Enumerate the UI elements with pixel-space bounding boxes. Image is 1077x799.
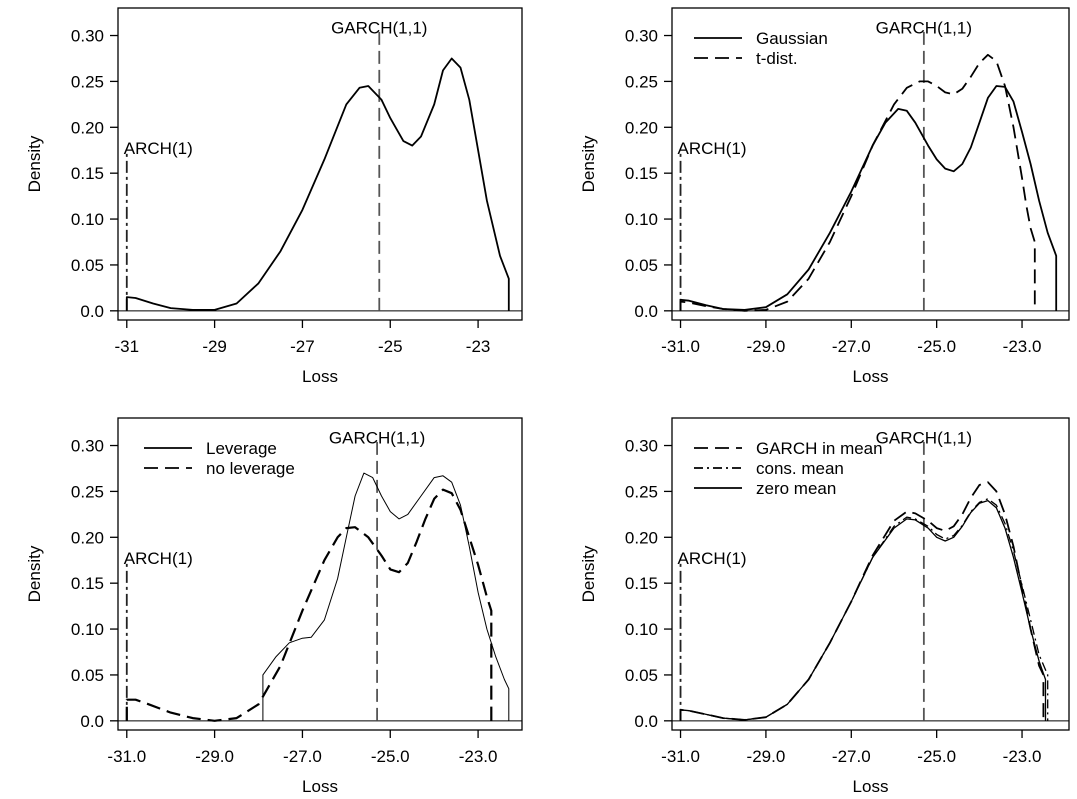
x-tick-label: -25.0 (917, 337, 956, 356)
plot-frame (117, 417, 523, 731)
y-tick-label: 0.25 (625, 72, 658, 91)
legend-label: Leverage (206, 439, 277, 458)
x-tick-label: -27.0 (832, 747, 871, 766)
y-tick-label: 0.0 (80, 302, 104, 321)
y-tick-label: 0.05 (625, 256, 658, 275)
arch-label: ARCH(1) (678, 549, 747, 568)
legend-label: GARCH in mean (756, 439, 883, 458)
x-tick-label: -29 (202, 337, 227, 356)
x-tick-label: -29.0 (747, 747, 786, 766)
garch-label: GARCH(1,1) (331, 18, 427, 37)
x-tick-label: -31.0 (107, 747, 146, 766)
chart-panel-4: 0.0 0.05 0.10 0.15 0.20 0.25 0.30 -31.0 -29.0 -27… (579, 417, 1070, 796)
series-line-cons-mean (679, 498, 1049, 721)
series-line-garch-in-mean (679, 481, 1045, 721)
x-tick-label: -25.0 (917, 747, 956, 766)
series-line-no-leverage (125, 488, 493, 722)
y-tick-label: 0.25 (71, 72, 104, 91)
y-tick-label: 0.0 (634, 712, 658, 731)
series-line-zero-mean (679, 499, 1047, 721)
arch-label: ARCH(1) (124, 139, 193, 158)
x-tick-label: -23 (466, 337, 491, 356)
y-tick-label: 0.0 (634, 302, 658, 321)
y-tick-label: 0.05 (625, 666, 658, 685)
x-tick-label: -23.0 (459, 747, 498, 766)
garch-label: GARCH(1,1) (876, 428, 972, 447)
series-line-gaussian (679, 85, 1058, 311)
y-tick-label: 0.20 (625, 118, 658, 137)
x-tick-label: -31.0 (661, 747, 700, 766)
y-tick-label: 0.30 (71, 27, 104, 46)
x-tick-label: -27.0 (283, 747, 322, 766)
y-tick-label: 0.05 (71, 256, 104, 275)
y-axis-label: Density (25, 135, 44, 192)
y-tick-label: 0.0 (80, 712, 104, 731)
y-tick-label: 0.30 (625, 437, 658, 456)
series-line-leverage (262, 472, 510, 721)
x-tick-label: -27 (290, 337, 315, 356)
x-tick-label: -27.0 (832, 337, 871, 356)
legend-label: Gaussian (756, 29, 828, 48)
y-tick-label: 0.30 (625, 27, 658, 46)
y-tick-label: 0.10 (625, 620, 658, 639)
x-tick-label: -23.0 (1003, 747, 1042, 766)
y-tick-label: 0.20 (625, 528, 658, 547)
y-tick-label: 0.10 (625, 210, 658, 229)
x-axis-label: Loss (302, 367, 338, 386)
chart-panel-1: 0.0 0.05 0.10 0.15 0.20 0.25 0.30 -31 -29 -27 -25 -… (25, 7, 523, 386)
x-tick-label: -23.0 (1003, 337, 1042, 356)
chart-panel-2: 0.0 0.05 0.10 0.15 0.20 0.25 0.30 -31.0 -29.0 -27… (579, 7, 1070, 386)
x-tick-label: -25.0 (371, 747, 410, 766)
plot-frame (117, 7, 523, 321)
arch-label: ARCH(1) (678, 139, 747, 158)
y-tick-label: 0.30 (71, 437, 104, 456)
chart-panel-3: 0.0 0.05 0.10 0.15 0.20 0.25 0.30 -31.0 -29.0 -27… (25, 417, 523, 796)
plot-frame (671, 7, 1070, 321)
x-axis-label: Loss (302, 777, 338, 796)
y-tick-label: 0.15 (71, 164, 104, 183)
y-tick-label: 0.10 (71, 210, 104, 229)
legend-label: t-dist. (756, 49, 798, 68)
x-tick-label: -25 (378, 337, 403, 356)
y-tick-label: 0.20 (71, 528, 104, 547)
x-axis-label: Loss (853, 777, 889, 796)
x-tick-label: -31.0 (661, 337, 700, 356)
y-tick-label: 0.25 (71, 482, 104, 501)
legend-label: no leverage (206, 459, 295, 478)
series-line-density (125, 57, 510, 311)
y-tick-label: 0.10 (71, 620, 104, 639)
y-tick-label: 0.25 (625, 482, 658, 501)
x-tick-label: -31 (114, 337, 139, 356)
y-tick-label: 0.15 (625, 574, 658, 593)
x-tick-label: -29.0 (195, 747, 234, 766)
x-axis-label: Loss (853, 367, 889, 386)
series-line-t-dist- (679, 53, 1036, 312)
y-axis-label: Density (25, 545, 44, 602)
plot-frame (671, 417, 1070, 731)
garch-label: GARCH(1,1) (329, 428, 425, 447)
arch-label: ARCH(1) (124, 549, 193, 568)
y-axis-label: Density (579, 135, 598, 192)
y-tick-label: 0.15 (625, 164, 658, 183)
y-axis-label: Density (579, 545, 598, 602)
y-tick-label: 0.20 (71, 118, 104, 137)
x-tick-label: -29.0 (747, 337, 786, 356)
garch-label: GARCH(1,1) (876, 18, 972, 37)
legend-label: cons. mean (756, 459, 844, 478)
y-tick-label: 0.05 (71, 666, 104, 685)
legend-label: zero mean (756, 479, 836, 498)
y-tick-label: 0.15 (71, 574, 104, 593)
